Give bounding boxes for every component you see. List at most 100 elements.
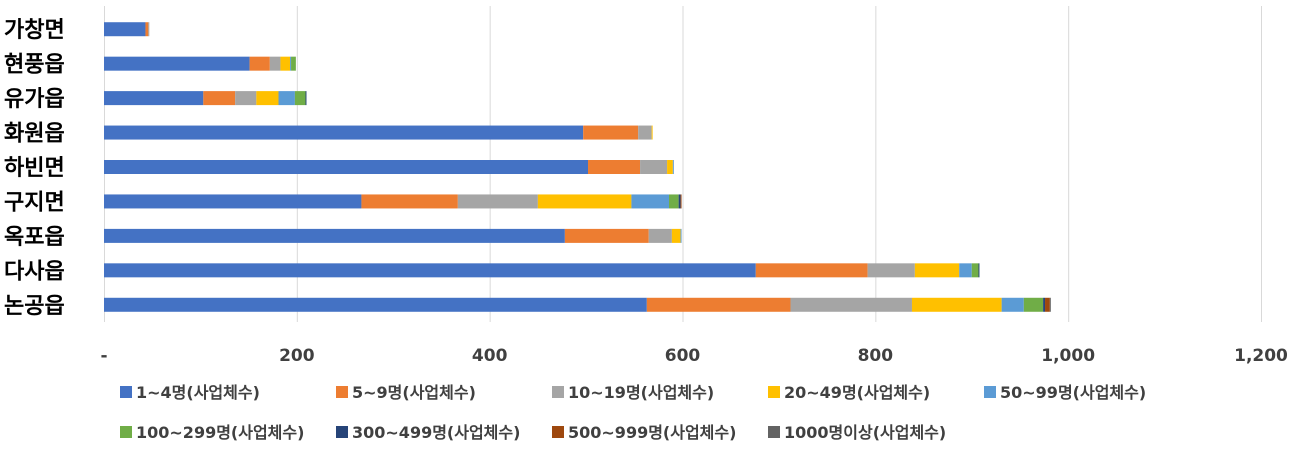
bar-segment [971, 263, 979, 278]
x-tick-label: 800 [858, 346, 894, 366]
bar-segment [235, 91, 257, 106]
legend-label: 50~99명(사업체수) [1000, 383, 1146, 402]
legend-label: 5~9명(사업체수) [352, 383, 476, 402]
bar-segment [104, 91, 204, 106]
bar-segment [249, 56, 270, 71]
bar-segment [680, 228, 682, 243]
legend-swatch [552, 386, 564, 398]
category-label: 구지면 [4, 190, 65, 215]
bar-segment [678, 194, 681, 209]
bar-segment [104, 263, 756, 278]
legend-swatch [768, 426, 780, 438]
bar-segment [104, 297, 647, 312]
legend-item: 50~99명(사업체수) [984, 383, 1146, 402]
bar-segment [305, 91, 307, 106]
bar-segment [104, 56, 250, 71]
bar-segment [104, 22, 146, 37]
legend-swatch [984, 386, 996, 398]
category-label: 다사읍 [4, 259, 65, 284]
bar-segment [640, 160, 668, 174]
bar-segment [588, 160, 641, 174]
legend-item: 100~299명(사업체수) [120, 423, 304, 442]
x-tick-label: 1,200 [1234, 346, 1288, 366]
category-label: 하빈면 [4, 156, 65, 181]
x-tick-labels: - 200 400 600 800 1,000 1,200 [100, 346, 1288, 366]
category-label: 옥포읍 [4, 225, 65, 250]
legend-swatch [120, 426, 132, 438]
legend-label: 300~499명(사업체수) [352, 423, 520, 442]
x-tick-label: 200 [279, 346, 315, 366]
bar-segment [104, 194, 362, 209]
category-label: 유가읍 [4, 87, 65, 112]
legend-item: 1000명이상(사업체수) [768, 423, 946, 442]
legend-item: 500~999명(사업체수) [552, 423, 736, 442]
bar-segment [104, 125, 584, 140]
bar-segment [911, 297, 1002, 312]
bar-segment [680, 194, 682, 209]
x-tick-label: - [100, 346, 107, 366]
bar-segment [457, 194, 538, 209]
bar-segment [1023, 297, 1044, 312]
bar-segment [583, 125, 639, 140]
bar-segment [1045, 297, 1050, 312]
category-label: 가창면 [4, 18, 65, 43]
bar-segment [631, 194, 670, 209]
bar-segment [564, 228, 649, 243]
bar-segment [1001, 297, 1024, 312]
bar-segment [671, 228, 681, 243]
x-tick-label: 400 [472, 346, 508, 366]
bar-segment [294, 91, 306, 106]
legend-label: 20~49명(사업체수) [784, 383, 930, 402]
bar-segment [867, 263, 915, 278]
bar-segment [145, 22, 149, 37]
bar-segment [256, 91, 279, 106]
bar-segment [148, 22, 150, 37]
legend-swatch [336, 386, 348, 398]
category-label: 현풍읍 [4, 53, 65, 78]
legend-label: 1~4명(사업체수) [136, 383, 260, 402]
legend-swatch [336, 426, 348, 438]
legend-item: 1~4명(사업체수) [120, 383, 260, 402]
x-tick-label: 1,000 [1041, 346, 1095, 366]
legend-item: 5~9명(사업체수) [336, 383, 476, 402]
bar-segment [361, 194, 458, 209]
legend-swatch [120, 386, 132, 398]
bar-segment [669, 194, 679, 209]
legend: 1~4명(사업체수) 5~9명(사업체수) 10~19명(사업체수) 20~49명(사… [120, 383, 1146, 442]
legend-label: 500~999명(사업체수) [568, 423, 736, 442]
bar-segment [978, 263, 980, 278]
bar-segment [278, 91, 295, 106]
bar-segment [104, 160, 589, 174]
legend-item: 20~49명(사업체수) [768, 383, 930, 402]
bar-segment [290, 56, 292, 71]
legend-label: 1000명이상(사업체수) [784, 423, 946, 442]
bars [104, 22, 1051, 312]
bar-segment [1043, 297, 1046, 312]
legend-label: 10~19명(사업체수) [568, 383, 714, 402]
bar-segment [291, 56, 296, 71]
bar-segment [104, 228, 565, 243]
x-tick-label: 600 [665, 346, 701, 366]
legend-label: 100~299명(사업체수) [136, 423, 304, 442]
bar-segment [1049, 297, 1051, 312]
legend-item: 10~19명(사업체수) [552, 383, 714, 402]
legend-swatch [768, 386, 780, 398]
bar-segment [651, 125, 653, 140]
bar-segment [646, 297, 791, 312]
bar-segment [790, 297, 912, 312]
category-label: 화원읍 [4, 122, 65, 147]
bar-segment [648, 228, 672, 243]
bar-segment [537, 194, 632, 209]
bar-segment [269, 56, 281, 71]
bar-segment [672, 160, 674, 174]
bar-segment [755, 263, 868, 278]
bar-segment [638, 125, 652, 140]
bar-segment [667, 160, 673, 174]
category-label: 논공읍 [4, 294, 65, 319]
bar-segment [914, 263, 960, 278]
legend-item: 300~499명(사업체수) [336, 423, 520, 442]
bar-segment [959, 263, 972, 278]
bar-segment [203, 91, 236, 106]
